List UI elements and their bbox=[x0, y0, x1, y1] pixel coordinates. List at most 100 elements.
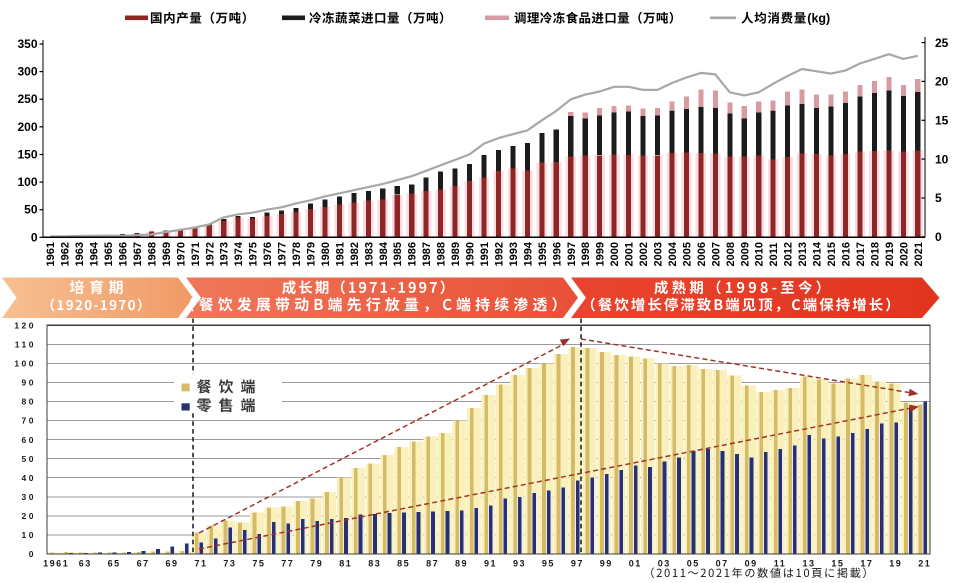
svg-text:40: 40 bbox=[22, 473, 36, 483]
svg-text:1980: 1980 bbox=[320, 242, 332, 266]
svg-text:67: 67 bbox=[137, 559, 150, 569]
svg-text:1991: 1991 bbox=[479, 242, 491, 266]
svg-text:79: 79 bbox=[310, 559, 323, 569]
svg-text:05: 05 bbox=[687, 559, 700, 569]
svg-text:1987: 1987 bbox=[421, 242, 433, 266]
svg-text:2000: 2000 bbox=[609, 242, 621, 266]
svg-text:75: 75 bbox=[252, 559, 265, 569]
svg-text:50: 50 bbox=[22, 454, 36, 464]
svg-text:21: 21 bbox=[918, 559, 931, 569]
svg-text:150: 150 bbox=[17, 148, 37, 162]
svg-text:2007: 2007 bbox=[710, 242, 722, 266]
svg-text:09: 09 bbox=[745, 559, 758, 569]
svg-text:120: 120 bbox=[14, 320, 36, 330]
svg-text:2016: 2016 bbox=[841, 242, 853, 266]
svg-text:95: 95 bbox=[542, 559, 555, 569]
svg-text:01: 01 bbox=[629, 559, 642, 569]
svg-text:69: 69 bbox=[165, 559, 178, 569]
svg-text:1986: 1986 bbox=[407, 242, 419, 266]
svg-text:99: 99 bbox=[600, 559, 613, 569]
svg-text:1977: 1977 bbox=[277, 242, 289, 266]
svg-text:110: 110 bbox=[15, 340, 36, 350]
svg-text:2009: 2009 bbox=[739, 242, 751, 266]
svg-text:100: 100 bbox=[17, 175, 37, 189]
svg-text:2004: 2004 bbox=[667, 241, 679, 266]
svg-text:2013: 2013 bbox=[797, 242, 809, 266]
svg-text:2010: 2010 bbox=[754, 242, 766, 266]
svg-text:0: 0 bbox=[31, 230, 38, 244]
svg-text:93: 93 bbox=[513, 559, 526, 569]
svg-text:1969: 1969 bbox=[161, 242, 173, 266]
svg-text:2005: 2005 bbox=[681, 242, 693, 266]
svg-text:1996: 1996 bbox=[551, 242, 563, 266]
svg-text:11: 11 bbox=[774, 559, 787, 569]
svg-text:2011: 2011 bbox=[768, 243, 780, 267]
svg-text:1981: 1981 bbox=[334, 242, 346, 266]
svg-text:13: 13 bbox=[802, 559, 815, 569]
svg-text:1964: 1964 bbox=[89, 241, 101, 266]
svg-text:1984: 1984 bbox=[378, 241, 390, 266]
svg-text:25: 25 bbox=[935, 36, 949, 50]
svg-text:1998: 1998 bbox=[580, 242, 592, 266]
svg-text:97: 97 bbox=[571, 559, 584, 569]
svg-text:(kg): (kg) bbox=[807, 12, 830, 26]
svg-text:80: 80 bbox=[22, 397, 36, 407]
svg-text:1995: 1995 bbox=[537, 242, 549, 266]
svg-text:07: 07 bbox=[716, 559, 729, 569]
svg-text:71: 71 bbox=[194, 559, 207, 569]
svg-text:73: 73 bbox=[223, 559, 236, 569]
svg-text:1966: 1966 bbox=[118, 242, 130, 266]
svg-text:65: 65 bbox=[108, 559, 121, 569]
svg-text:1972: 1972 bbox=[204, 242, 216, 266]
svg-text:0: 0 bbox=[935, 230, 942, 244]
svg-text:1988: 1988 bbox=[436, 242, 448, 266]
svg-text:1990: 1990 bbox=[465, 242, 477, 266]
svg-text:1961: 1961 bbox=[45, 242, 57, 266]
svg-text:1963: 1963 bbox=[74, 242, 86, 266]
svg-text:100: 100 bbox=[14, 359, 36, 369]
svg-text:2018: 2018 bbox=[869, 242, 881, 266]
svg-text:200: 200 bbox=[17, 120, 37, 134]
svg-text:0: 0 bbox=[29, 549, 36, 559]
svg-text:83: 83 bbox=[368, 559, 381, 569]
svg-text:85: 85 bbox=[397, 559, 410, 569]
svg-text:60: 60 bbox=[22, 435, 36, 445]
svg-text:2015: 2015 bbox=[826, 242, 838, 266]
svg-text:2002: 2002 bbox=[638, 242, 650, 266]
svg-text:250: 250 bbox=[17, 92, 37, 106]
svg-text:350: 350 bbox=[17, 37, 37, 51]
svg-text:2001: 2001 bbox=[624, 242, 636, 266]
svg-text:2008: 2008 bbox=[725, 242, 737, 266]
svg-text:1970: 1970 bbox=[175, 242, 187, 266]
svg-text:19: 19 bbox=[889, 559, 902, 569]
svg-text:1982: 1982 bbox=[349, 242, 361, 266]
svg-text:1978: 1978 bbox=[291, 242, 303, 266]
svg-text:89: 89 bbox=[455, 559, 468, 569]
svg-text:2021: 2021 bbox=[913, 242, 925, 266]
svg-text:1968: 1968 bbox=[146, 242, 158, 266]
svg-text:1973: 1973 bbox=[219, 242, 231, 266]
svg-text:5: 5 bbox=[935, 191, 942, 205]
svg-text:1979: 1979 bbox=[306, 242, 318, 266]
svg-text:1992: 1992 bbox=[494, 242, 506, 266]
svg-text:10: 10 bbox=[935, 152, 949, 166]
svg-text:1967: 1967 bbox=[132, 242, 144, 266]
svg-text:2014: 2014 bbox=[812, 241, 824, 266]
svg-text:1962: 1962 bbox=[60, 242, 72, 266]
svg-text:20: 20 bbox=[935, 75, 949, 89]
svg-text:1985: 1985 bbox=[392, 242, 404, 266]
svg-text:300: 300 bbox=[17, 65, 37, 79]
svg-text:1999: 1999 bbox=[595, 242, 607, 266]
svg-text:77: 77 bbox=[281, 559, 294, 569]
svg-text:30: 30 bbox=[22, 492, 36, 502]
svg-text:03: 03 bbox=[658, 559, 671, 569]
svg-text:1993: 1993 bbox=[508, 242, 520, 266]
svg-text:20: 20 bbox=[22, 511, 36, 521]
svg-text:2003: 2003 bbox=[653, 242, 665, 266]
svg-text:2006: 2006 bbox=[696, 242, 708, 266]
svg-text:70: 70 bbox=[22, 416, 36, 426]
svg-text:50: 50 bbox=[24, 203, 38, 217]
svg-text:1961: 1961 bbox=[43, 559, 69, 569]
svg-text:1974: 1974 bbox=[233, 241, 245, 266]
svg-text:1971: 1971 bbox=[190, 242, 202, 266]
